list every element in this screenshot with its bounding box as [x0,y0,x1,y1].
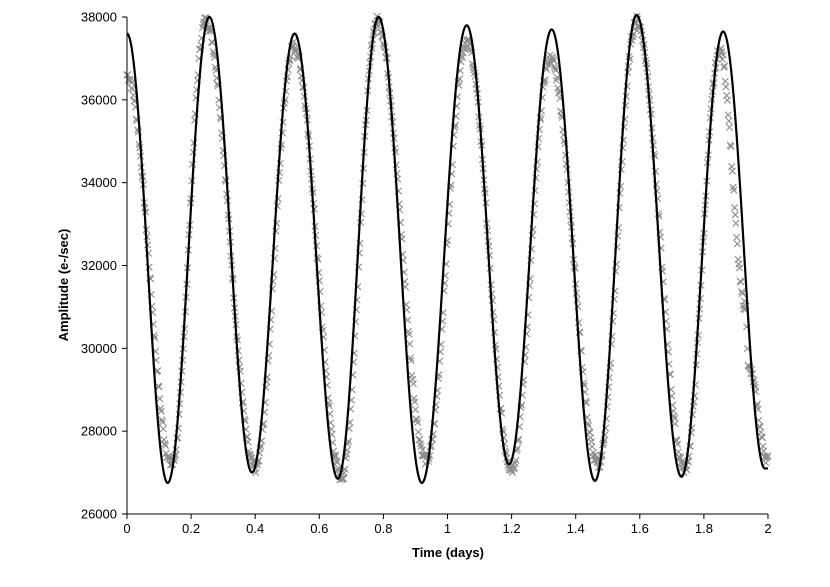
data-point [588,442,596,451]
data-point [764,452,772,460]
data-point [161,439,169,448]
data-point [730,186,738,194]
y-tick-label: 26000 [81,507,117,522]
data-point [726,141,734,149]
data-point [333,458,341,466]
x-axis-title: Time (days) [412,545,484,560]
x-tick-label: 2 [764,521,771,536]
data-point [413,416,421,424]
data-point [409,380,417,388]
ticks: 0 0.2 0.4 0.6 0.8 1 1.2 1.4 1.6 1.8 2 26000 28000 300… [81,10,772,537]
data-point [733,240,741,248]
data-point [129,85,137,93]
x-tick-label: 1 [444,521,451,536]
data-point [155,383,163,391]
data-point [737,278,745,286]
data-point [512,456,520,465]
data-point [406,340,414,348]
model-series [126,13,768,485]
model-line [126,13,768,485]
data-point [406,354,415,362]
x-tick-label: 0.2 [182,521,200,536]
x-tick-label: 0 [123,521,130,536]
y-tick-label: 32000 [81,258,117,273]
data-point [411,398,419,406]
data-point [161,441,170,450]
data-point [548,53,556,61]
data-point [411,405,420,414]
data-point [549,55,557,63]
x-tick-label: 1.8 [695,521,713,536]
data-point [339,475,348,483]
data-point [128,79,136,87]
data-point [732,219,740,227]
data-point [720,62,729,70]
data-point [159,418,167,426]
y-tick-label: 36000 [81,92,117,107]
data-point [731,211,739,219]
data-point [673,440,682,448]
data-point [209,48,217,56]
data-point [553,73,561,82]
data-point [584,421,593,430]
data-point [551,65,559,73]
data-point [725,123,734,131]
data-point [730,204,739,212]
data-point [552,66,560,75]
x-tick-label: 0.6 [310,521,328,536]
data-point [129,91,137,99]
y-tick-label: 34000 [81,175,117,190]
data-point [719,51,727,59]
y-axis-title: Amplitude (e-/sec) [56,229,71,342]
data-point [720,63,728,72]
data-point [738,287,746,296]
x-tick-label: 1.6 [631,521,649,536]
data-point [550,63,558,71]
data-point [725,117,733,125]
y-tick-label: 28000 [81,424,117,439]
data-point [159,425,167,433]
data-point [407,356,415,365]
data-point [722,83,730,91]
x-tick-label: 0.8 [374,521,392,536]
data-point [156,395,164,403]
data-point [416,440,425,448]
x-tick-label: 0.4 [246,521,264,536]
data-point [157,407,165,415]
data-point [154,367,162,375]
data-point [735,264,744,272]
data-point [550,57,558,65]
data-point [414,428,422,436]
data-point [671,420,679,428]
data-point [405,330,413,338]
data-point [758,434,766,442]
data-point [158,416,166,424]
x-tick-label: 1.4 [567,521,585,536]
y-tick-label: 38000 [81,10,117,25]
data-point [728,167,736,175]
data-point [723,96,731,104]
data-point [733,233,741,241]
data-point [724,111,732,119]
data-point [727,142,735,151]
data-point [414,418,422,427]
data-point [738,289,746,297]
y-tick-label: 30000 [81,341,117,356]
x-tick-label: 1.2 [503,521,521,536]
